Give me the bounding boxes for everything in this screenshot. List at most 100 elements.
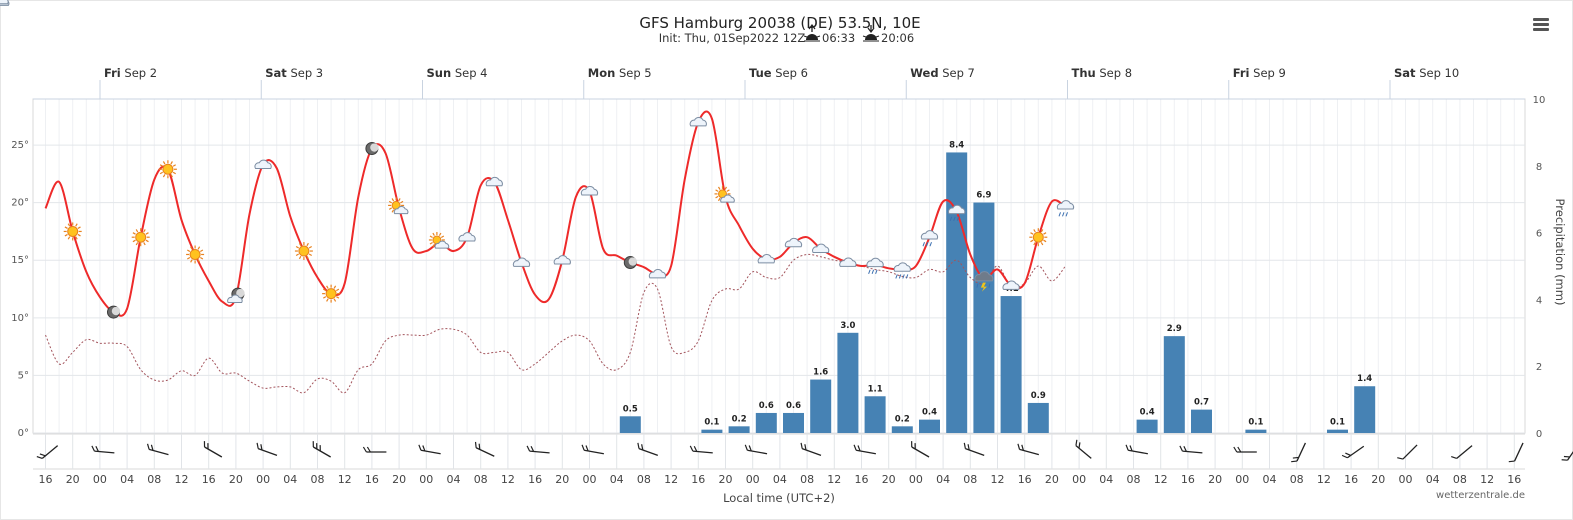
sun-ray (145, 239, 149, 243)
sun-disc (135, 231, 147, 243)
wind-barb-flag (1021, 444, 1024, 451)
wind-barb-flag (637, 442, 640, 449)
cloud-shape (512, 257, 531, 267)
temperature-tick-label: 10° (11, 313, 29, 324)
precip-bar (946, 152, 968, 433)
sun-ray (306, 242, 309, 247)
cloud-icon (580, 186, 599, 196)
moon-cloud-icon (227, 287, 245, 303)
moon-shade (236, 288, 245, 298)
sun-ray (715, 189, 719, 192)
wind-barb-flag (319, 445, 321, 452)
hour-label: 20 (1208, 473, 1222, 486)
precip-bar-label: 2.9 (1167, 324, 1182, 334)
temperature-axis: 0° 5° 10° 15° 20° 25° (11, 140, 29, 439)
hour-label: 00 (1072, 473, 1086, 486)
precip-bar-label: 8.4 (949, 140, 964, 150)
cloud-drizzle-icon (1056, 200, 1075, 217)
hour-label: 20 (66, 473, 80, 486)
sun-ray (391, 209, 395, 213)
moon-icon (107, 305, 121, 319)
sun-ray (726, 189, 730, 192)
temperature-tick-label: 25° (11, 140, 29, 151)
wind-barb-flag (260, 444, 263, 451)
day-date: Sep 8 (1096, 66, 1132, 80)
hour-label: 08 (963, 473, 977, 486)
sun-ray (1030, 232, 1034, 235)
wind-barb-icon (1341, 445, 1365, 459)
cloud-icon (689, 116, 707, 127)
precip-bar-label: 1.4 (1357, 374, 1372, 384)
rain-drop (871, 269, 875, 275)
wind-barb-flag (1237, 446, 1242, 453)
sun-ray (391, 198, 395, 202)
day-name: Fri (1233, 66, 1250, 80)
wind-barb-flag (256, 442, 259, 449)
wind-barb-flag (911, 441, 913, 448)
wind-barb-icon (1233, 446, 1257, 453)
day-name: Sat (1394, 66, 1416, 80)
sun-ray (170, 161, 173, 165)
hamburger-menu-icon[interactable] (1530, 16, 1552, 36)
sun-ray (187, 249, 191, 253)
wind-barb-flag (1561, 459, 1568, 461)
sun-ray (132, 239, 136, 243)
day-label: Mon Sep 5 (588, 66, 652, 80)
sun-cloud-icon (714, 185, 735, 203)
cloud-shape (784, 237, 803, 248)
hour-label: 12 (1154, 473, 1168, 486)
sun-ray (429, 241, 433, 245)
wind-barb-flag (316, 443, 318, 450)
hour-label: 00 (1235, 473, 1249, 486)
sun-ray (717, 186, 721, 190)
cloud-shape (458, 232, 476, 242)
temperature-tick-label: 20° (11, 198, 29, 209)
wind-barb-icon (1451, 445, 1473, 459)
precip-bar (837, 332, 859, 433)
sun-ray (145, 232, 149, 235)
wind-barb-flag (150, 444, 154, 451)
cloud-icon (512, 257, 531, 267)
chart-subtitle: Init: Thu, 01Sep2022 12Z 06:33 20:06 (659, 24, 914, 45)
hour-label: 04 (447, 473, 461, 486)
cloud-shape (839, 257, 857, 267)
cloud-shape (553, 255, 571, 265)
wind-barb-flag (689, 445, 694, 452)
rain-drop (926, 242, 929, 247)
hour-label: 12 (175, 473, 189, 486)
cloud-shape (689, 116, 707, 127)
sun-ray (187, 256, 191, 260)
wind-barb-flag (585, 445, 589, 452)
rain-drop (1058, 212, 1061, 217)
precip-bar (728, 426, 750, 433)
wind-barb-icon (1017, 443, 1040, 456)
wind-barb-flag (36, 455, 43, 459)
rain-drop (902, 274, 905, 279)
wind-barb-flag (474, 441, 477, 448)
wind-barb-icon (203, 441, 223, 458)
sun-icon (158, 160, 177, 179)
day-date: Sep 5 (615, 66, 651, 80)
moon-shade (628, 257, 637, 266)
wind-barb-flag (804, 444, 807, 451)
day-date: Sep 4 (451, 66, 487, 80)
sun-ray (162, 174, 166, 178)
wind-barb-flag (1563, 455, 1570, 458)
cloud-shape (254, 159, 272, 169)
precip-bar-label: 0.5 (623, 404, 638, 414)
day-date: Sep 3 (287, 66, 323, 80)
wind-barb-flag (1129, 445, 1133, 452)
wind-barb-flag (914, 443, 916, 450)
temperature-line (44, 110, 1067, 317)
hour-label: 08 (1453, 473, 1467, 486)
wind-barb-icon (637, 442, 659, 457)
hour-label: 04 (1426, 473, 1440, 486)
plot-grid (32, 98, 1526, 434)
sun-disc (189, 248, 201, 260)
series-lines (44, 110, 1067, 394)
cloud-shape (434, 240, 450, 249)
credit-text: wetterzentrale.de (1436, 490, 1525, 501)
precip-bar (1245, 429, 1267, 433)
hour-label: 04 (773, 473, 787, 486)
